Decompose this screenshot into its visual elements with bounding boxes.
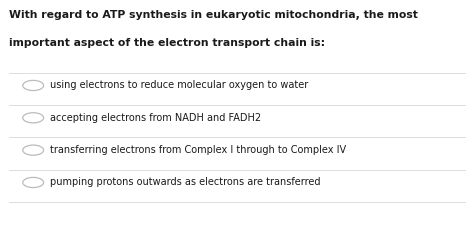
- Text: accepting electrons from NADH and FADH2: accepting electrons from NADH and FADH2: [50, 113, 261, 123]
- Text: transferring electrons from Complex I through to Complex IV: transferring electrons from Complex I th…: [50, 145, 346, 155]
- Text: With regard to ATP synthesis in eukaryotic mitochondria, the most: With regard to ATP synthesis in eukaryot…: [9, 10, 418, 20]
- Text: pumping protons outwards as electrons are transferred: pumping protons outwards as electrons ar…: [50, 177, 320, 188]
- Text: important aspect of the electron transport chain is:: important aspect of the electron transpo…: [9, 38, 325, 48]
- Text: using electrons to reduce molecular oxygen to water: using electrons to reduce molecular oxyg…: [50, 80, 308, 91]
